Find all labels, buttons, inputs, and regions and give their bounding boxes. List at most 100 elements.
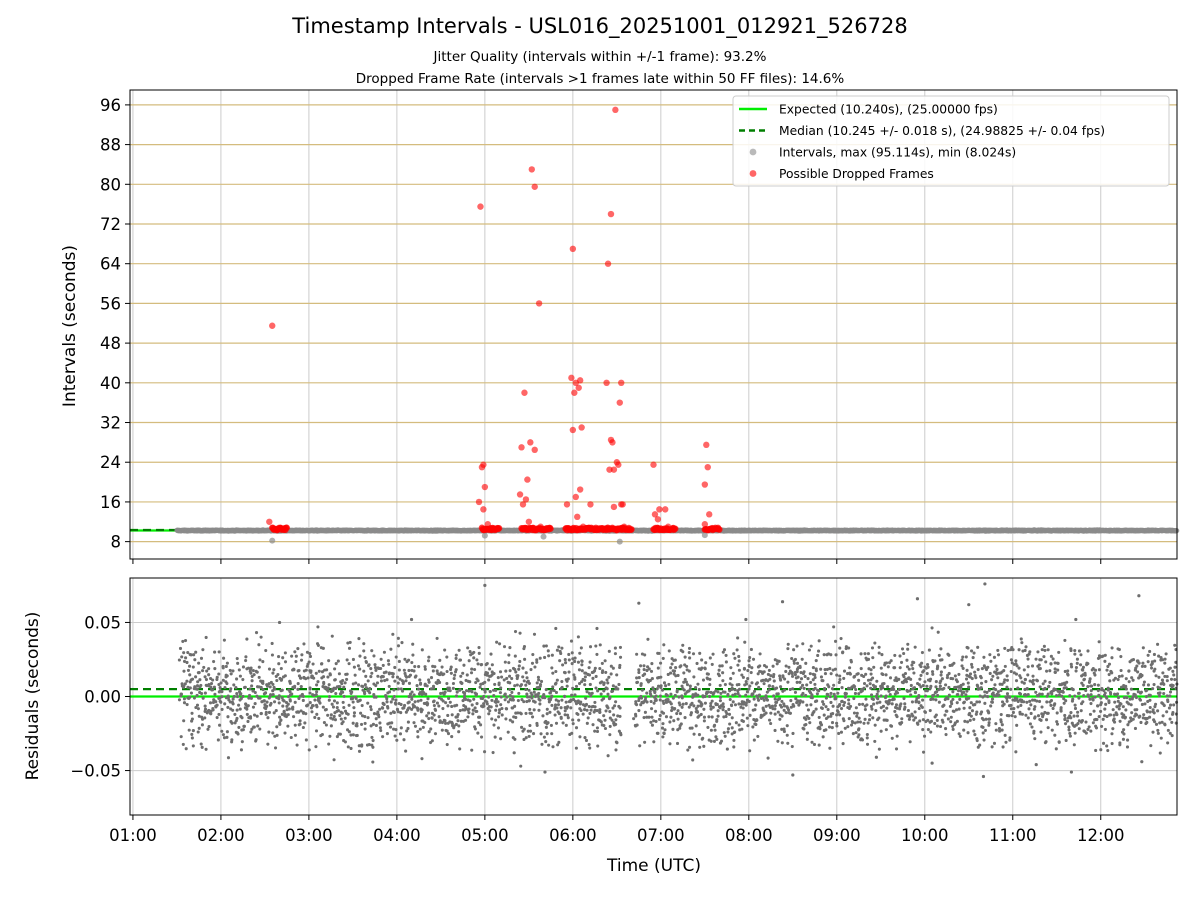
residual-point xyxy=(237,725,241,729)
residual-point xyxy=(203,691,207,695)
residual-point xyxy=(231,708,235,712)
residual-point xyxy=(204,677,209,682)
residual-point xyxy=(360,743,364,747)
dropped-frame-point xyxy=(610,466,618,473)
residual-point xyxy=(194,650,198,654)
residual-point xyxy=(203,675,207,679)
residual-point xyxy=(222,656,226,660)
residual-point xyxy=(226,705,230,709)
residual-point xyxy=(239,748,243,752)
residual-point xyxy=(314,671,318,675)
residual-point xyxy=(217,672,221,676)
residual-point xyxy=(224,675,228,679)
residual-point xyxy=(367,663,371,667)
residual-point xyxy=(229,672,233,676)
residual-point xyxy=(217,650,221,654)
residual-point xyxy=(343,716,347,720)
residual-point xyxy=(200,745,204,749)
dropped-frame-point xyxy=(569,245,577,253)
residual-point xyxy=(215,675,219,679)
residual-point xyxy=(188,673,192,677)
residual-point xyxy=(182,719,186,723)
residual-point xyxy=(320,732,324,737)
residual-point xyxy=(388,690,392,694)
residual-point xyxy=(250,679,254,683)
residual-point xyxy=(351,733,355,737)
residual-point xyxy=(374,668,378,672)
residual-point xyxy=(325,668,329,672)
residual-point xyxy=(199,656,204,660)
dropped-frame-point xyxy=(578,424,585,431)
residual-point xyxy=(281,656,285,660)
residual-point xyxy=(197,726,201,730)
residual-point xyxy=(366,701,370,705)
residual-point xyxy=(329,713,333,717)
dropped-frame-point xyxy=(571,389,578,396)
residual-point xyxy=(306,703,310,707)
residual-point xyxy=(190,732,194,736)
dropped-frame-point xyxy=(547,525,554,532)
residual-point xyxy=(188,686,192,690)
y-tick-label: 32 xyxy=(100,414,121,433)
residual-point xyxy=(345,672,349,676)
residual-point xyxy=(308,687,312,691)
residual-point xyxy=(378,726,382,730)
dropped-frame-point xyxy=(603,379,610,387)
residual-point xyxy=(351,696,355,701)
residual-point xyxy=(212,660,216,664)
residual-point xyxy=(343,740,347,744)
dropped-frame-point xyxy=(283,524,290,531)
residual-point xyxy=(299,676,303,680)
residual-point xyxy=(358,667,362,671)
residual-point xyxy=(334,662,338,666)
residual-point xyxy=(230,700,234,704)
residual-point xyxy=(286,702,290,706)
residual-point xyxy=(293,700,297,704)
residual-point xyxy=(308,701,312,705)
residual-point xyxy=(379,679,384,683)
residual-point xyxy=(356,683,361,687)
residual-point xyxy=(390,721,394,725)
residual-point xyxy=(258,658,262,662)
residual-point xyxy=(318,696,322,700)
residual-point xyxy=(379,657,383,661)
dropped-frame-point xyxy=(477,203,484,210)
residual-point xyxy=(392,688,396,692)
residual-point xyxy=(207,673,211,677)
residual-point xyxy=(393,734,397,738)
residual-point xyxy=(187,728,191,732)
residual-point xyxy=(213,692,217,696)
residual-point xyxy=(385,732,389,736)
residual-point xyxy=(287,707,291,711)
residual-point xyxy=(308,651,312,656)
dropped-frame-point xyxy=(527,439,534,446)
residual-point xyxy=(332,758,336,762)
y-tick-label: 40 xyxy=(100,374,121,393)
interval-point xyxy=(481,532,488,539)
residual-point xyxy=(241,677,245,682)
residual-point xyxy=(321,705,325,709)
residual-point xyxy=(353,673,357,677)
residual-point xyxy=(194,675,198,679)
residual-point xyxy=(253,690,257,695)
residual-point xyxy=(220,695,224,699)
residual-point xyxy=(321,646,325,650)
residual-point xyxy=(347,703,351,707)
residual-point xyxy=(363,715,367,719)
residual-point xyxy=(357,637,361,641)
y-tick-label: 96 xyxy=(100,96,121,115)
residual-point xyxy=(186,650,190,655)
residual-point xyxy=(266,742,270,746)
residual-point xyxy=(232,694,236,698)
residual-point xyxy=(200,723,204,727)
residual-point xyxy=(249,666,253,670)
residual-point xyxy=(265,700,269,704)
dropped-frame-point xyxy=(475,498,483,506)
dropped-frame-point xyxy=(656,506,663,513)
residual-point xyxy=(251,669,255,673)
residual-point xyxy=(212,685,216,689)
residual-point xyxy=(182,669,186,673)
y-tick-label: 72 xyxy=(100,215,121,234)
residual-point xyxy=(230,721,234,725)
residual-point xyxy=(258,696,262,700)
